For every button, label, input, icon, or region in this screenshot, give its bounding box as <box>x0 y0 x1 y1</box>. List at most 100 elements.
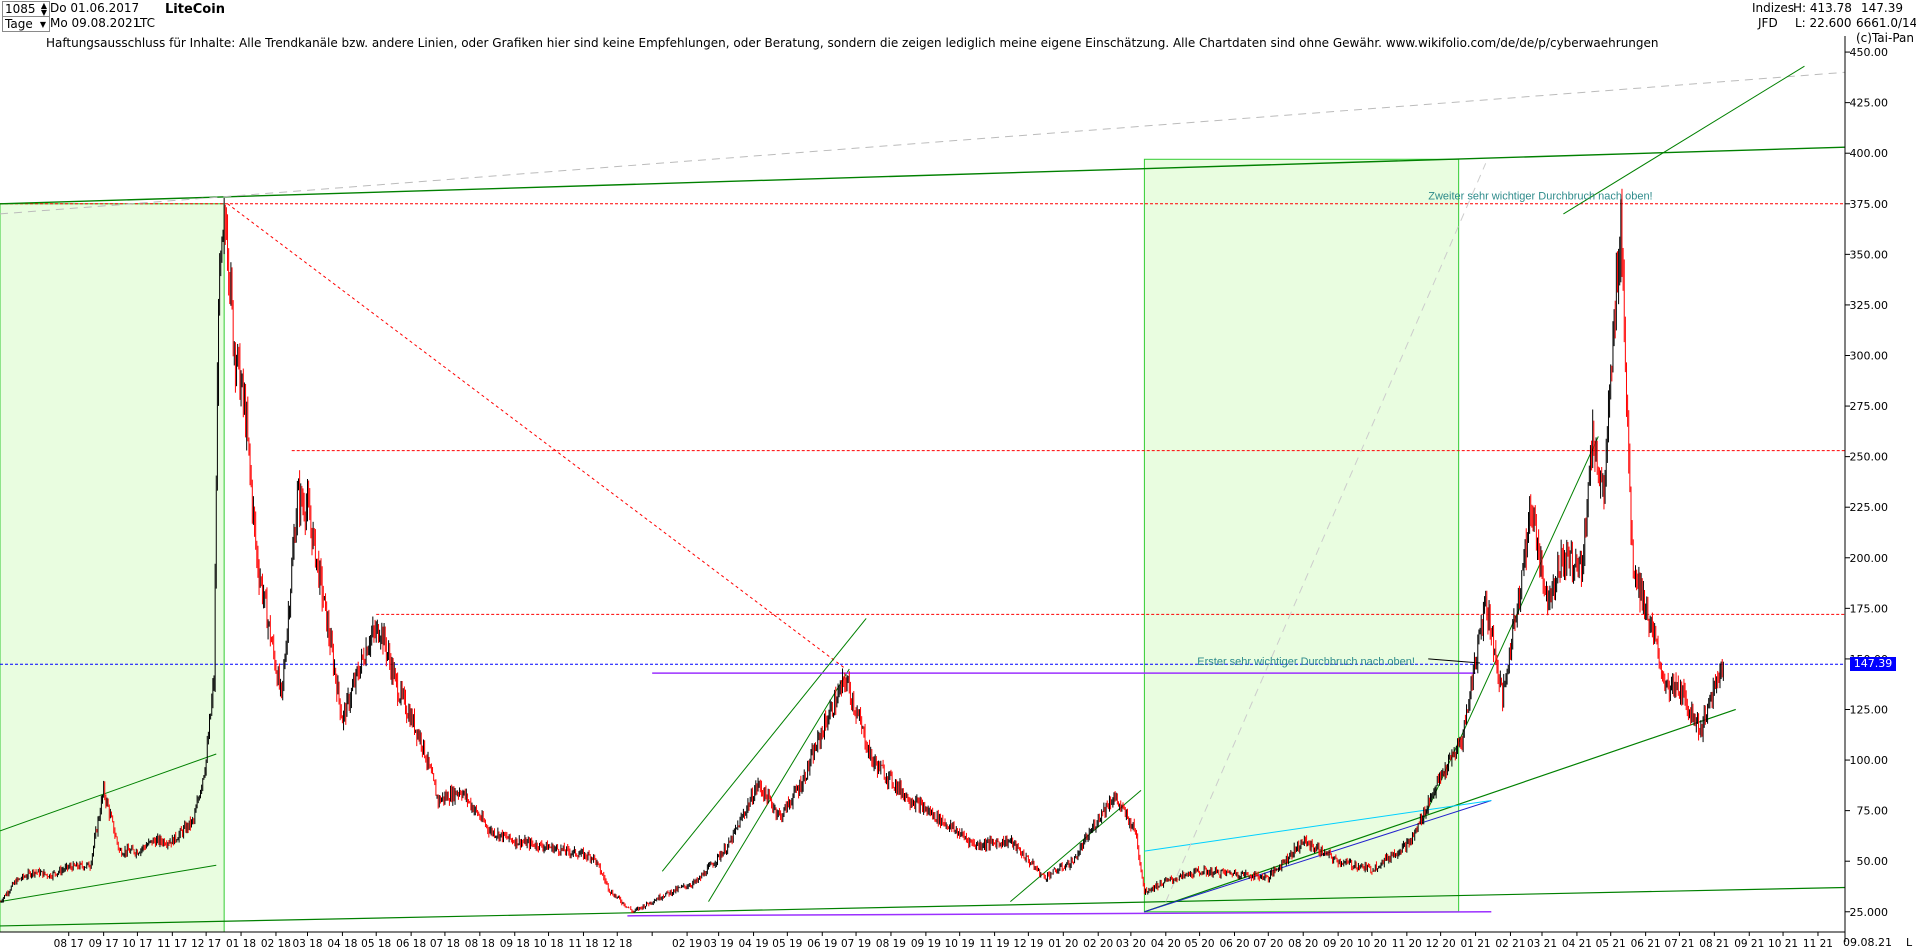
zone-1 <box>0 203 225 933</box>
copyright: (c)Tai-Pan <box>1856 31 1914 45</box>
y-tick-label-1: 50.00 <box>1857 855 1889 868</box>
disclaimer-text: Haftungsausschluss für Inhalte: Alle Tre… <box>46 36 1659 50</box>
chart-title: LiteCoin <box>165 2 225 17</box>
x-tick-label-14: 10 18 <box>534 938 564 950</box>
zone-2 <box>1143 158 1460 913</box>
x-tick-label-1: 09 17 <box>89 938 119 950</box>
x-tick-label-38: 11 20 <box>1392 938 1422 950</box>
y-tick-label-13: 350.00 <box>1850 248 1889 261</box>
x-tick-label-49: 10 21 <box>1768 938 1798 950</box>
x-tick-label-35: 08 20 <box>1288 938 1318 950</box>
annotation-arrow <box>1428 658 1481 664</box>
high-value: H: 413.78 <box>1793 1 1852 15</box>
last-price-header: 147.39 <box>1861 1 1903 15</box>
y-tick-label-17: 450.00 <box>1850 46 1889 59</box>
x-tick-label-18: 03 19 <box>704 938 734 950</box>
x-tick-label-43: 04 21 <box>1562 938 1592 950</box>
annotation-second-breakout: Zweiter sehr wichtiger Durchbruch nach o… <box>1428 191 1652 203</box>
period-value: Tage <box>5 17 33 31</box>
x-tick-label-21: 06 19 <box>807 938 837 950</box>
trend-support-main <box>1144 708 1736 913</box>
period-select[interactable]: Tage ▼ <box>2 16 50 32</box>
x-tick-label-28: 01 20 <box>1048 938 1078 950</box>
trend-blue <box>1144 800 1492 913</box>
x-tick-label-16: 12 18 <box>602 938 632 950</box>
x-tick-label-7: 03 18 <box>292 938 322 950</box>
x-tick-label-20: 05 19 <box>772 938 802 950</box>
trend-2019-a <box>661 618 867 872</box>
x-tick-label-5: 01 18 <box>226 938 256 950</box>
x-tick-label-12: 08 18 <box>465 938 495 950</box>
trend-long-top <box>0 146 1846 205</box>
x-tick-label-9: 05 18 <box>361 938 391 950</box>
trend-long-bottom <box>0 886 1846 927</box>
x-tick-label-4: 12 17 <box>191 938 221 950</box>
x-tick-label-41: 02 21 <box>1495 938 1525 950</box>
candles <box>0 188 1724 914</box>
x-tick-label-23: 08 19 <box>876 938 906 950</box>
x-tick-label-2: 10 17 <box>122 938 152 950</box>
x-tick-label-44: 05 21 <box>1596 938 1626 950</box>
date-to: Mo 09.08.2021 <box>50 16 141 30</box>
low-value: L: 22.600 <box>1795 16 1852 30</box>
x-tick-label-47: 08 21 <box>1699 938 1729 950</box>
x-tick-label-22: 07 19 <box>841 938 871 950</box>
y-tick-label-0: 25.000 <box>1850 906 1889 919</box>
y-tick-label-14: 375.00 <box>1850 198 1889 211</box>
current-price-tag: 147.39 <box>1850 657 1896 672</box>
counter: 6661.0/14 <box>1856 16 1916 30</box>
x-tick-label-3: 11 17 <box>157 938 187 950</box>
right-source: JFD <box>1758 16 1778 30</box>
x-tick-label-6: 02 18 <box>261 938 291 950</box>
trend-channel-bottom <box>0 864 217 903</box>
y-tick-label-8: 225.00 <box>1850 501 1889 514</box>
horizontal-levels <box>0 203 1845 665</box>
x-tick-label-17: 02 19 <box>672 938 702 950</box>
x-tick-label-39: 12 20 <box>1426 938 1456 950</box>
trend-grey-top <box>0 71 1846 215</box>
x-tick-label-42: 03 21 <box>1527 938 1557 950</box>
x-tick-label-31: 04 20 <box>1151 938 1181 950</box>
spinner-icon: ▲ ▼ <box>40 1 47 17</box>
x-tick-label-19: 04 19 <box>739 938 769 950</box>
y-tick-label-3: 100.00 <box>1850 754 1889 767</box>
y-tick-label-15: 400.00 <box>1850 147 1889 160</box>
y-tick-label-6: 175.00 <box>1850 602 1889 615</box>
chevron-down-icon: ▼ <box>39 20 46 29</box>
symbol-code: LTC <box>135 16 156 30</box>
x-tick-label-8: 04 18 <box>327 938 357 950</box>
bar-count-box[interactable]: 1085 ▲ ▼ <box>2 1 50 17</box>
trend-purple-bottom <box>627 911 1492 917</box>
x-tick-label-45: 06 21 <box>1631 938 1661 950</box>
x-tick-label-25: 10 19 <box>945 938 975 950</box>
x-tick-label-15: 11 18 <box>568 938 598 950</box>
x-tick-label-24: 09 19 <box>911 938 941 950</box>
date-from: Do 01.06.2017 <box>50 1 140 15</box>
x-tick-label-29: 02 20 <box>1083 938 1113 950</box>
x-tick-label-34: 07 20 <box>1253 938 1283 950</box>
x-tick-label-36: 09 20 <box>1323 938 1353 950</box>
x-tick-label-48: 09 21 <box>1734 938 1764 950</box>
x-tick-label-30: 03 20 <box>1116 938 1146 950</box>
end-date: 09.08.21 <box>1843 936 1892 949</box>
consolidation-zones <box>0 158 1460 933</box>
y-tick-label-11: 300.00 <box>1850 349 1889 362</box>
x-tick-label-0: 08 17 <box>54 938 84 950</box>
trend-channel-top <box>0 753 217 832</box>
trend-top-2021 <box>1563 65 1805 215</box>
current-price-tag-label: 147.39 <box>1853 657 1893 671</box>
x-tick-label-40: 01 21 <box>1461 938 1491 950</box>
y-tick-label-2: 75.00 <box>1857 805 1889 818</box>
x-tick-label-13: 09 18 <box>500 938 530 950</box>
x-tick-label-26: 11 19 <box>980 938 1010 950</box>
trend-2019-b <box>708 668 850 902</box>
trend-red-diagonal <box>227 203 847 670</box>
y-tick-label-7: 200.00 <box>1850 552 1889 565</box>
y-tick-label-10: 275.00 <box>1850 400 1889 413</box>
x-tick-label-33: 06 20 <box>1219 938 1249 950</box>
x-tick-label-50: 11 21 <box>1803 938 1833 950</box>
y-tick-label-9: 250.00 <box>1850 451 1889 464</box>
x-tick-label-10: 06 18 <box>396 938 426 950</box>
y-tick-label-4: 125.00 <box>1850 703 1889 716</box>
